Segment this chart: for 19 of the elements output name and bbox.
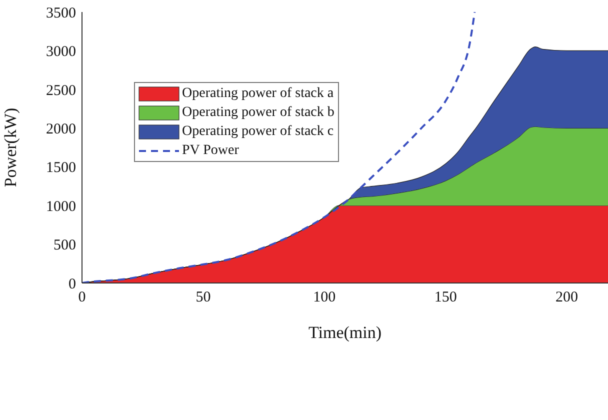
x-tick-label: 0: [78, 290, 86, 306]
y-tick-label: 0: [68, 276, 76, 292]
y-tick-label: 2500: [46, 82, 76, 99]
x-tick-label: 100: [313, 290, 336, 306]
y-tick-label: 3000: [46, 44, 76, 60]
y-axis-title: Power(kW): [1, 108, 20, 188]
legend-label: Operating power of stack c: [182, 124, 334, 140]
legend-label: Operating power of stack b: [182, 104, 334, 120]
x-axis-title: Time(min): [308, 323, 382, 342]
x-tick-label: 150: [434, 290, 457, 306]
y-tick-label: 1000: [46, 198, 76, 215]
y-tick-label: 2000: [46, 121, 76, 138]
legend-label: PV Power: [182, 142, 239, 158]
x-tick-label: 200: [556, 290, 578, 306]
legend-label: Operating power of stack a: [182, 86, 334, 102]
x-tick-label: 50: [196, 290, 211, 306]
y-tick-label: 1500: [46, 160, 76, 176]
y-tick-label: 3500: [46, 5, 76, 22]
y-tick-label: 500: [54, 238, 76, 254]
